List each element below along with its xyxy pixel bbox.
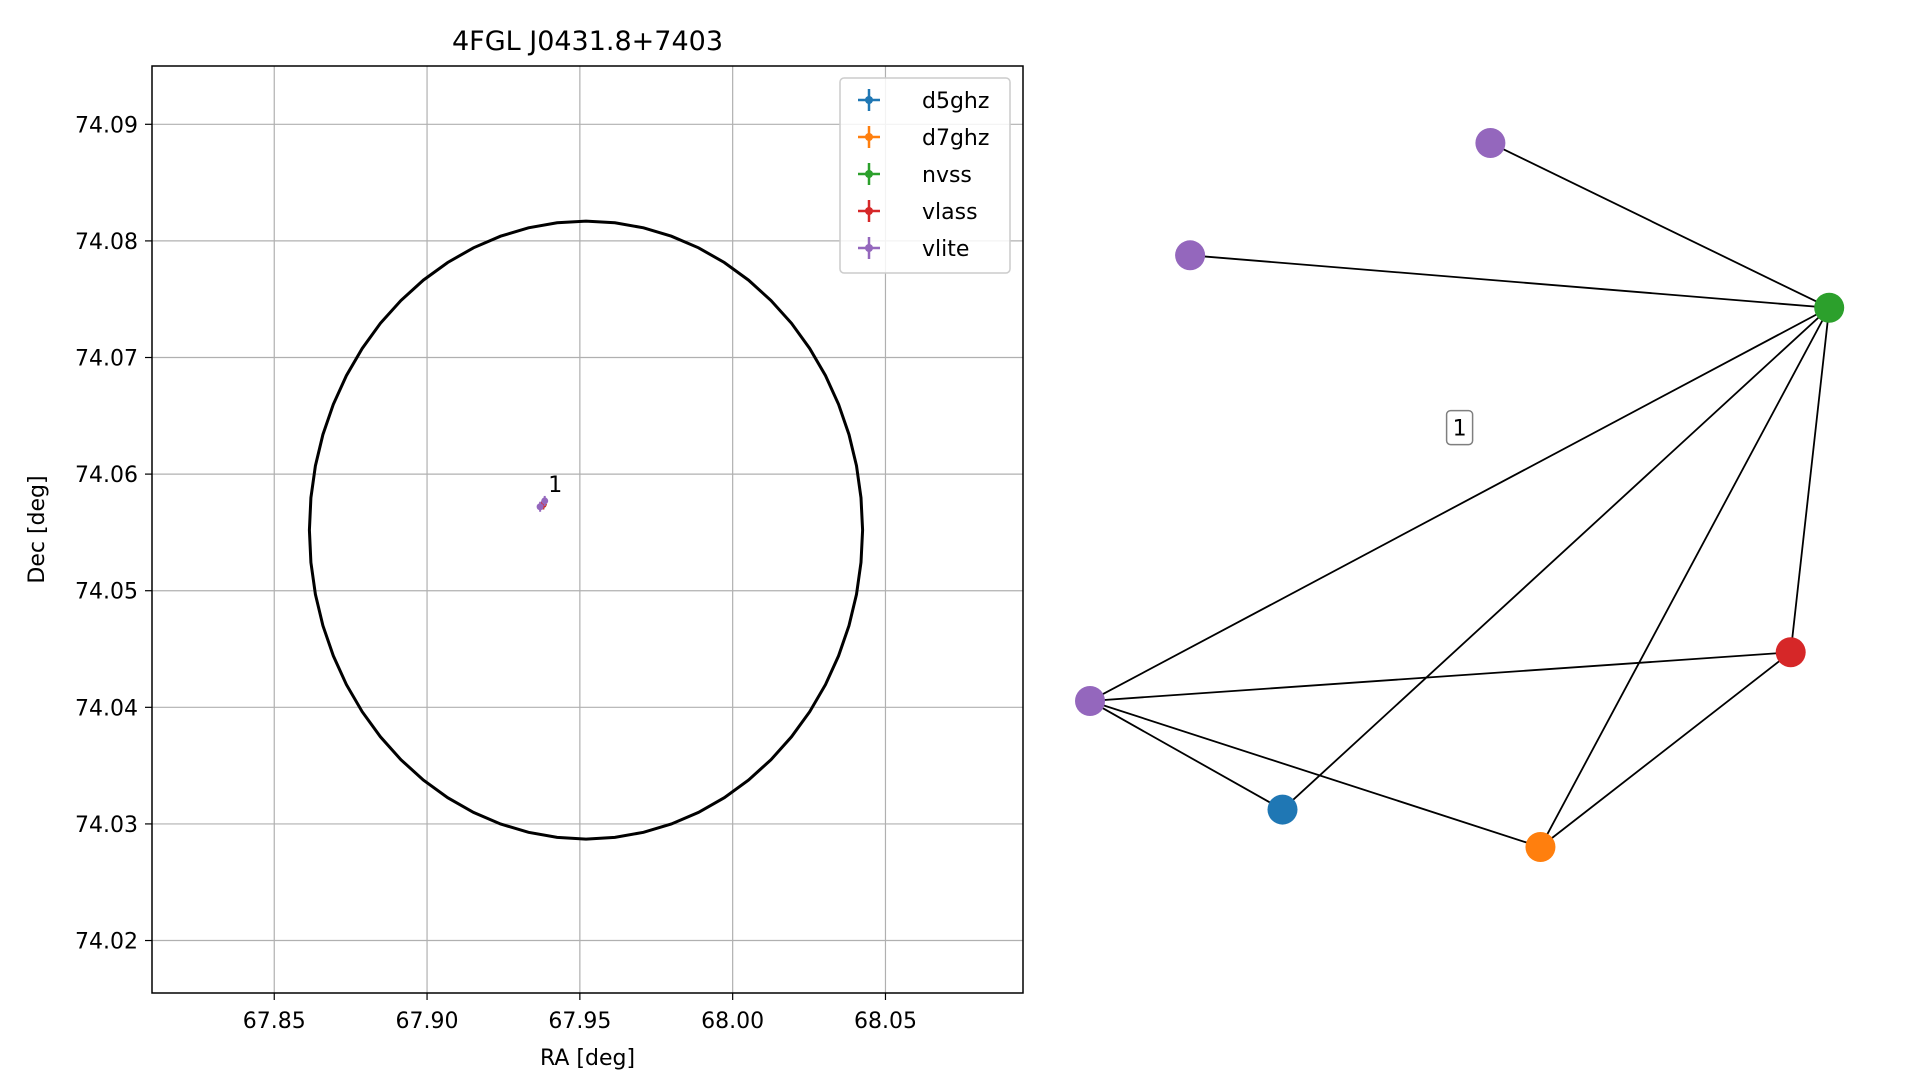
edge-vlite_bottom-d5ghz	[1089, 700, 1283, 811]
source-label: 1	[548, 473, 562, 498]
legend-marker-dot	[865, 96, 873, 104]
x-tick-label: 68.05	[854, 1009, 917, 1034]
y-axis-label: Dec [deg]	[25, 475, 50, 583]
network-edges	[1089, 142, 1831, 848]
legend: d5ghz d7ghz nvss vlass vlite	[839, 77, 1011, 274]
localization-ellipse	[307, 219, 865, 841]
x-tick-label: 68.00	[701, 1009, 764, 1034]
y-tick-label: 74.02	[75, 930, 138, 955]
legend-label: nvss	[922, 163, 972, 188]
edge-nvss-vlass	[1789, 307, 1831, 653]
legend-item-vlite: vlite	[858, 237, 969, 262]
legend-label: vlite	[922, 237, 969, 262]
x-axis-ticks: 67.85 67.90 67.95 68.00 68.05	[243, 993, 917, 1034]
edge-vlass-d7ghz	[1539, 651, 1792, 848]
association-network: 1	[1075, 127, 1845, 863]
y-tick-label: 74.03	[75, 813, 138, 838]
legend-marker-dot	[865, 133, 873, 141]
edge-vlite_top-nvss	[1490, 142, 1830, 309]
y-axis-ticks: 74.02 74.03 74.04 74.05 74.06 74.07 74.08 74.09	[75, 113, 152, 955]
edge-vlite_left-nvss	[1190, 254, 1830, 309]
node-d7ghz	[1525, 832, 1556, 863]
legend-label: d7ghz	[922, 126, 989, 151]
plot-frame	[151, 65, 1024, 994]
y-tick-label: 74.07	[75, 347, 138, 372]
edge-nvss-d7ghz	[1539, 307, 1830, 848]
data-points	[536, 495, 549, 512]
x-tick-label: 67.85	[243, 1009, 306, 1034]
legend-item-nvss: nvss	[858, 163, 972, 188]
node-nvss	[1814, 292, 1845, 323]
sky-position-chart: 4FGL J0431.8+7403 67.85 67.90 67.95 68.00 68…	[25, 26, 1024, 1071]
node-vlite_top	[1475, 127, 1506, 158]
legend-marker-dot	[865, 244, 873, 252]
x-tick-label: 67.90	[396, 1009, 459, 1034]
y-tick-label: 74.06	[75, 463, 138, 488]
node-vlass	[1775, 637, 1806, 668]
legend-marker-dot	[865, 207, 873, 215]
group-label-box	[1445, 409, 1474, 446]
edge-nvss-vlite_bottom	[1089, 306, 1830, 702]
y-tick-label: 74.05	[75, 580, 138, 605]
group-label: 1	[1445, 409, 1474, 446]
legend-label: d5ghz	[922, 89, 989, 114]
legend-item-d7ghz: d7ghz	[858, 126, 989, 151]
x-axis-label: RA [deg]	[540, 1046, 635, 1071]
edge-nvss-d5ghz	[1281, 307, 1830, 811]
edge-vlite_bottom-d7ghz	[1089, 700, 1541, 848]
legend-label: vlass	[922, 200, 978, 225]
legend-item-d5ghz: d5ghz	[858, 89, 989, 114]
y-tick-label: 74.04	[75, 696, 138, 721]
legend-box	[839, 77, 1011, 274]
chart-title: 4FGL J0431.8+7403	[452, 26, 723, 57]
x-tick-label: 67.95	[548, 1009, 611, 1034]
group-label-text: 1	[1453, 417, 1467, 442]
node-d5ghz	[1267, 794, 1298, 825]
y-tick-label: 74.08	[75, 230, 138, 255]
legend-item-vlass: vlass	[858, 200, 978, 225]
y-tick-label: 74.09	[75, 113, 138, 138]
node-vlite_left	[1175, 240, 1206, 271]
node-vlite_bottom	[1075, 685, 1105, 716]
point-vlite	[536, 503, 544, 511]
legend-marker-dot	[865, 170, 873, 178]
network-nodes	[1075, 127, 1845, 863]
point-vlite	[541, 497, 549, 505]
edge-vlite_bottom-vlass	[1089, 651, 1791, 702]
